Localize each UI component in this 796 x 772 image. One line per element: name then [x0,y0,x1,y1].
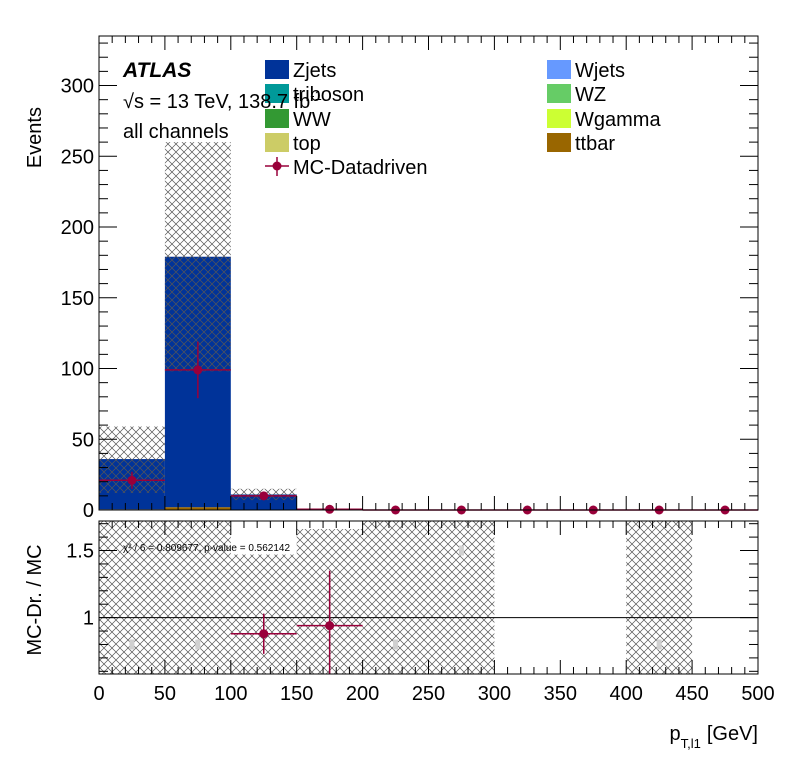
ratio-xtick-label-400: 400 [610,683,643,705]
ratio-gray-marker-1 [195,639,201,650]
legend-swatch-wz [547,84,571,103]
x-axis-label: pT,l1 [GeV] [670,723,759,751]
ratio-xtick-label-50: 50 [154,683,176,705]
ratio-xtick-label-200: 200 [346,683,379,705]
ratio-gray-marker-3 [458,545,464,556]
ratio-point-1 [325,621,335,631]
legend-label-wjets: Wjets [575,60,625,82]
main-ytick-label-100: 100 [61,359,94,381]
main-ytick-label-50: 50 [72,429,94,451]
legend-swatch-ww [265,109,289,128]
ratio-gray-marker-2 [393,639,399,650]
energy-label-superscript: -1 [310,88,322,103]
atlas-label: ATLAS [122,59,191,82]
main-ytick-label-300: 300 [61,76,94,98]
ratio-xtick-label-100: 100 [214,683,247,705]
ratio-ytick-label-1: 1.5 [66,541,94,563]
x-axis-label-subscript: T,l1 [681,736,701,751]
x-axis-label-p: p [670,723,681,745]
data-point-2 [259,491,269,501]
energy-label-text: √s = 13 TeV, 138.7 fb [123,91,310,113]
legend-swatch-zjets [265,60,289,79]
ratio-xtick-label-0: 0 [93,683,104,705]
legend-swatch-wgamma [547,109,571,128]
main-uncertainty-band [99,142,363,510]
legend-label-zjets: Zjets [293,60,336,82]
ratio-point-0 [259,629,269,639]
legend-label-ttbar: ttbar [575,133,615,155]
ratio-chi2-annotation: χ² / 6 = 0.809677, p-value = 0.562142 [123,543,290,554]
main-plot-frame: 0 50 100 150 200 250 300 [61,35,759,522]
legend-marker-mc-datadriven [272,161,282,171]
main-ytick-label-0: 0 [83,500,94,522]
ratio-y-axis-label: MC-Dr. / MC [24,544,46,655]
data-point-1 [193,365,203,375]
ratio-plot-frame: 1 1.5 0 50 100 150 200 250 300 350 400 450 500 [66,520,775,705]
energy-label: √s = 13 TeV, 138.7 fb-1 [123,88,322,113]
ratio-hatch-bin-4 [626,521,693,674]
main-ytick-label-250: 250 [61,146,94,168]
ratio-xtick-label-250: 250 [412,683,445,705]
ratio-xtick-label-300: 300 [478,683,511,705]
x-axis-label-unit: [GeV] [707,723,758,745]
main-ytick-label-150: 150 [61,288,94,310]
ratio-gray-marker-0 [129,639,135,650]
legend-label-wz: WZ [575,84,606,106]
ratio-ytick-label-0: 1 [83,608,94,630]
data-point-0 [127,475,137,485]
uncertainty-band-bin-1 [164,142,231,372]
legend-swatch-ttbar [547,133,571,152]
channel-label: all channels [123,121,229,143]
ratio-gray-marker-4 [656,639,662,650]
ratio-hatched-band [99,521,693,674]
ratio-hatch-bin-0 [99,521,231,674]
legend-label-triboson: triboson [293,84,364,106]
legend-swatch-wjets [547,60,571,79]
legend-label-mc-datadriven: MC-Datadriven [293,157,427,179]
data-point-3 [325,504,335,514]
bar-ttbar-bin-1 [164,507,231,510]
ratio-xtick-label-350: 350 [544,683,577,705]
ratio-xtick-label-450: 450 [675,683,708,705]
ratio-content [99,545,758,674]
legend-swatch-triboson [265,84,289,103]
legend: Zjets Wjets triboson WZ WW Wgamma top ttbar MC-D… [265,60,661,179]
ratio-hatch-bin-3 [362,521,495,674]
ratio-xtick-label-150: 150 [280,683,313,705]
ratio-xtick-label-500: 500 [741,683,774,705]
legend-label-wgamma: Wgamma [575,109,661,131]
main-y-axis-label: Events [24,107,46,168]
main-ytick-label-200: 200 [61,217,94,239]
legend-swatch-top [265,133,289,152]
legend-label-top: top [293,133,321,155]
legend-label-ww: WW [293,109,331,131]
